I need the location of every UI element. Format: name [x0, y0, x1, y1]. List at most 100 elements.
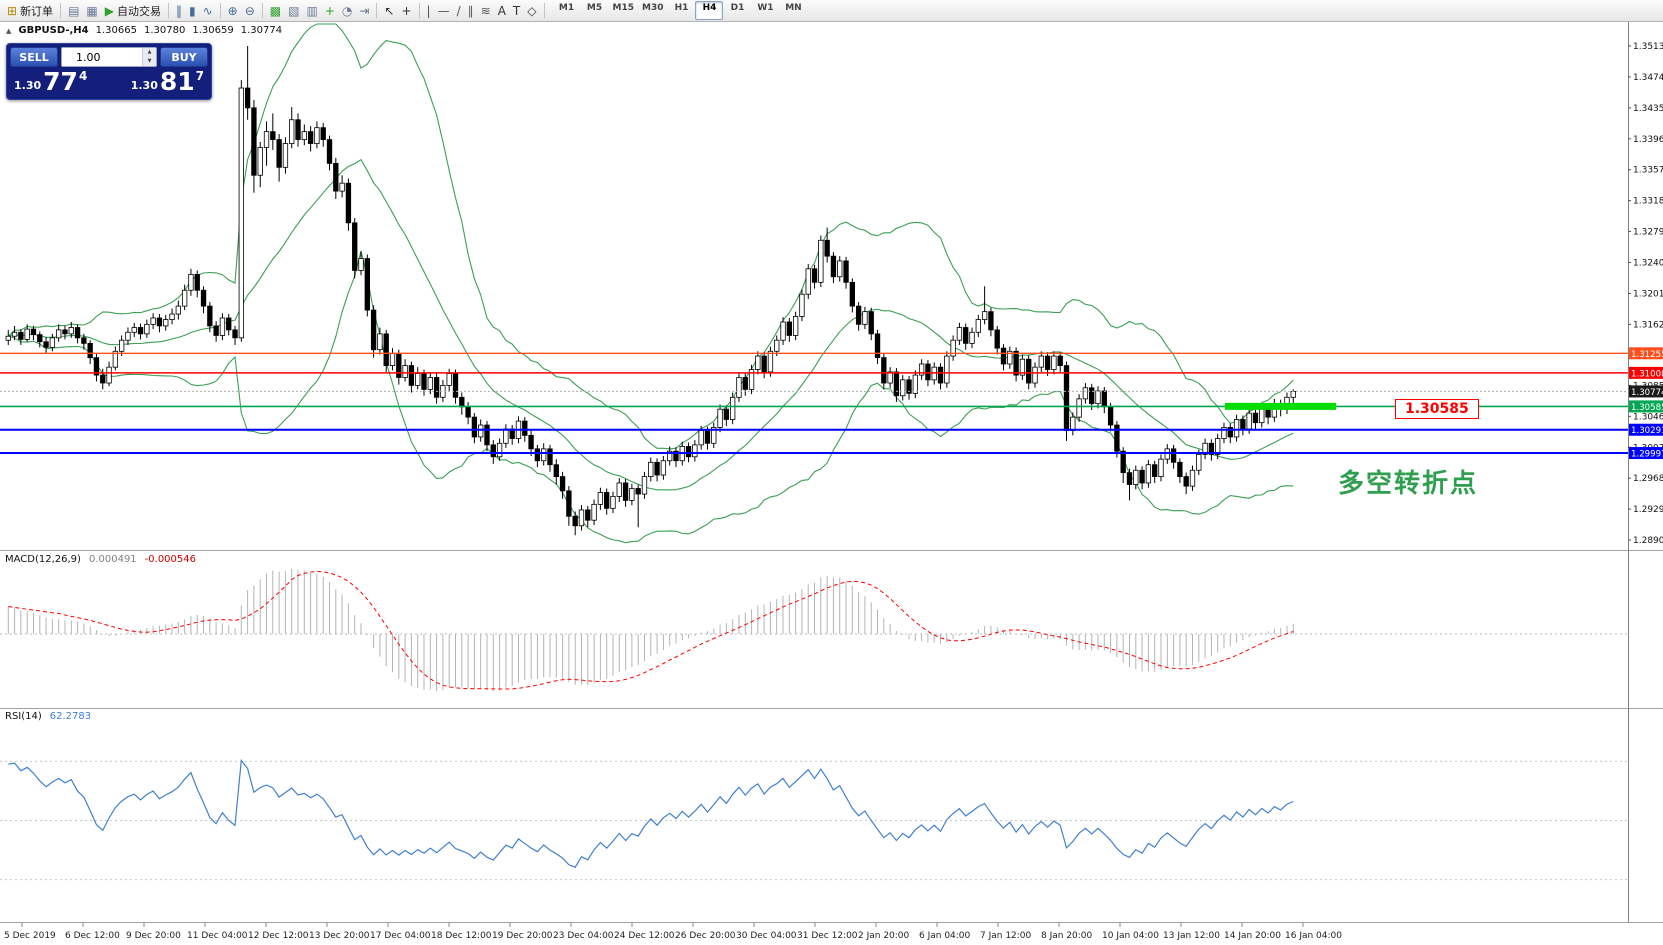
vertical-line-icon: |: [426, 3, 431, 18]
channel-button[interactable]: ∥: [465, 2, 477, 20]
time-axis-label: 24 Dec 12:00: [614, 931, 675, 941]
price-tick-label: 1.32790: [1633, 228, 1663, 238]
toolbar-separator: [60, 3, 62, 18]
timeframe-d1[interactable]: D1: [730, 3, 745, 13]
timeframe-m30[interactable]: M30: [641, 3, 664, 13]
line-chart-icon: ∿: [202, 3, 213, 18]
tile-windows-icon: ▩: [269, 3, 282, 18]
channel-icon: ∥: [467, 3, 474, 18]
symbol-label: GBPUSD-,H4: [18, 25, 89, 36]
sell-price-big: 77: [43, 67, 78, 96]
horizontal-line-button[interactable]: —: [435, 2, 453, 20]
shapes-icon: ◇: [527, 3, 537, 18]
horizontal-line-icon: —: [437, 3, 450, 18]
time-axis-label: 17 Dec 04:00: [370, 931, 431, 941]
volume-spinner: ▲ ▼: [142, 48, 156, 66]
time-axis-label: 9 Dec 20:00: [126, 931, 181, 941]
new-order-button[interactable]: ⊞ 新订单: [4, 2, 56, 20]
text-button[interactable]: A: [495, 2, 509, 20]
close-value: 1.30774: [240, 25, 283, 36]
svg-text:1.30774: 1.30774: [1631, 388, 1663, 398]
time-axis-label: 6 Dec 12:00: [65, 931, 120, 941]
volume-decrease-button[interactable]: ▼: [143, 57, 156, 66]
time-axis-label: 13 Dec 20:00: [309, 931, 370, 941]
shapes-button[interactable]: ◇: [524, 2, 539, 20]
chart-window-button[interactable]: ▤: [65, 2, 82, 20]
rsi-panel: 1008050200: [0, 721, 1649, 924]
time-axis-label: 7 Jan 12:00: [980, 931, 1032, 941]
price-tick-label: 1.33180: [1633, 197, 1663, 207]
price-annotation-label[interactable]: 1.30585: [1395, 399, 1479, 419]
time-axis-label: 19 Dec 20:00: [492, 931, 553, 941]
crosshair-button[interactable]: +: [398, 2, 414, 20]
auto-trading-button[interactable]: ▶ 自动交易: [102, 2, 164, 20]
turning-point-label[interactable]: 多空转折点: [1338, 469, 1479, 499]
volume-increase-button[interactable]: ▲: [143, 48, 156, 57]
bar-chart-icon: ‖: [175, 3, 182, 18]
svg-text:1.31008: 1.31008: [1631, 369, 1663, 379]
time-axis-label: 8 Jan 20:00: [1041, 931, 1093, 941]
symbol-marker-icon: ▲: [6, 26, 12, 35]
buy-price: 1.30 81 7: [131, 67, 204, 96]
toolbar-separator: [167, 3, 169, 18]
auto-trading-icon: ▶: [104, 3, 114, 18]
profiles-button[interactable]: ▦: [83, 2, 100, 20]
macd-panel: 0.0075380.00-0.006446: [0, 554, 1663, 707]
time-axis-label: 26 Dec 20:00: [675, 931, 736, 941]
arrange-windows-button[interactable]: ▥: [303, 2, 320, 20]
timeframe-w1[interactable]: W1: [757, 3, 774, 13]
timeframe-m1[interactable]: M1: [558, 3, 575, 13]
time-axis-label: 5 Dec 2019: [4, 931, 56, 941]
arrange-windows-icon: ▥: [306, 3, 318, 18]
trendline-button[interactable]: /: [454, 2, 464, 20]
main-toolbar: ⊞ 新订单 ▤ ▦ ▶ 自动交易 ‖ ▮ ∿ ⊕ ⊖ ▩ ▧ ▥ + ◔ ⇥ ↖ + | — / ∥ ≋ A T ◇ M1 M5 M15…: [0, 0, 1663, 22]
vertical-line-button[interactable]: |: [424, 2, 434, 20]
toolbar-buttons: ⊞ 新订单 ▤ ▦ ▶ 自动交易 ‖ ▮ ∿ ⊕ ⊖ ▩ ▧ ▥ + ◔ ⇥ ↖ + | — / ∥ ≋ A T ◇: [4, 2, 548, 20]
timeframe-h4[interactable]: H4: [695, 1, 724, 20]
price-tick-label: 1.29680: [1633, 474, 1663, 484]
period-button[interactable]: ◔: [339, 2, 355, 20]
time-axis-label: 18 Dec 12:00: [431, 931, 492, 941]
volume-input[interactable]: [62, 48, 142, 66]
label-button[interactable]: T: [510, 2, 523, 20]
chart-shift-button[interactable]: ⇥: [356, 2, 372, 20]
open-value: 1.30665: [95, 25, 137, 36]
macd-name: MACD(12,26,9): [5, 554, 81, 565]
fibonacci-button[interactable]: ≋: [478, 2, 494, 20]
price-tick-label: 1.32400: [1633, 258, 1663, 268]
price-tick-label: 1.31620: [1633, 320, 1663, 330]
timeframe-m5[interactable]: M5: [586, 3, 603, 13]
sell-button[interactable]: SELL: [10, 47, 58, 67]
timeframe-mn[interactable]: MN: [785, 3, 802, 13]
time-axis-label: 31 Dec 12:00: [797, 931, 858, 941]
price-badge: [1629, 347, 1663, 360]
objects-layer: [0, 352, 1628, 455]
tile-windows-button[interactable]: ▩: [267, 2, 284, 20]
macd-signal-value: -0.000546: [144, 554, 196, 565]
low-value: 1.30659: [192, 25, 234, 36]
cascade-windows-button[interactable]: ▧: [285, 2, 302, 20]
one-click-trading-panel: SELL ▲ ▼ BUY 1.30 77 4 1.30 81 7: [6, 43, 212, 101]
rsi-indicator-label: RSI(14) 62.2783: [5, 711, 91, 722]
zoom-out-button[interactable]: ⊖: [242, 2, 258, 20]
buy-button[interactable]: BUY: [160, 47, 208, 67]
candlestick-chart-button[interactable]: ▮: [186, 2, 199, 20]
buy-price-big: 81: [159, 67, 195, 96]
cursor-button[interactable]: ↖: [381, 2, 397, 20]
new-order-button-label: 新订单: [20, 4, 54, 18]
bar-chart-button[interactable]: ‖: [173, 2, 185, 20]
profiles-icon: ▦: [86, 3, 98, 18]
line-chart-button[interactable]: ∿: [200, 2, 216, 20]
price-chart[interactable]: 0.0075380.00-0.00644610080502001.351301.…: [0, 22, 1663, 945]
rsi-value: 62.2783: [49, 711, 92, 722]
macd-indicator-label: MACD(12,26,9) 0.000491 -0.000546: [5, 554, 196, 565]
new-order-icon: ⊞: [7, 3, 18, 18]
rsi-line: [8, 758, 1294, 868]
time-axis-label: 10 Jan 04:00: [1102, 931, 1159, 941]
timeframe-m15[interactable]: M15: [612, 3, 634, 13]
zoom-in-button[interactable]: ⊕: [225, 2, 241, 20]
timeframe-h1[interactable]: H1: [674, 3, 689, 13]
svg-text:1.30291: 1.30291: [1631, 426, 1663, 436]
indicators-button[interactable]: +: [322, 2, 338, 20]
rsi-name: RSI(14): [5, 711, 42, 722]
